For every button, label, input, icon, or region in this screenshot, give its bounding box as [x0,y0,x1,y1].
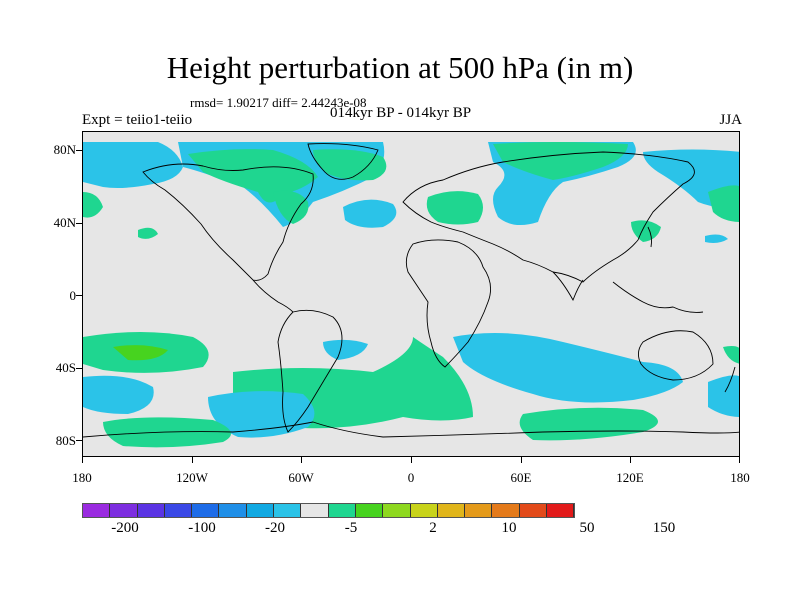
colorbar-swatch [246,504,275,517]
colorbar-swatch [164,504,193,517]
height-perturbation-map [83,142,739,448]
green-region-alaska [313,149,387,181]
season-label: JJA [719,112,742,128]
coastline-greenland [307,143,379,180]
lon-label-180w: 180 [72,470,92,485]
lat-label-80s: 80S [55,433,76,448]
colorbar-swatch [301,504,329,517]
colorbar-swatch [328,504,356,517]
colorbar-swatch [355,504,384,517]
coastline-eurasia [402,151,695,283]
coastline-new-zealand [724,366,736,393]
colorbar-swatch [465,504,493,517]
lon-label-120e: 120E [616,470,644,485]
colorbar-swatch [274,504,302,517]
colorbar [82,503,576,518]
coastline-se-asia [612,281,704,313]
lat-tick [76,150,82,151]
lon-tick [739,457,740,463]
lat-label-40n: 40N [53,215,76,230]
green-region-canada-east [273,190,309,224]
lat-label-0: 0 [69,288,77,303]
lon-tick [521,457,522,463]
coastline-australia [638,330,714,381]
lon-label-60w: 60W [288,470,314,485]
lon-tick [411,457,412,463]
chart-title: Height perturbation at 500 hPa (in m) [166,50,634,85]
green-region-west-edge [83,192,103,218]
lon-tick [82,457,83,463]
colorbar-label: 2 [429,520,437,536]
green-region-south-indian [519,407,658,441]
green-region-europe [426,191,483,225]
blue-region-south-atlantic [323,339,368,360]
lon-tick [630,457,631,463]
lat-tick [76,368,82,369]
coastline-south-america [277,309,343,433]
blue-region-south-pacific-west [83,375,154,414]
lon-label-180e: 180 [730,470,750,485]
blue-region-pacific-small [705,234,728,243]
lat-tick [76,295,82,296]
coastline-japan [647,226,653,248]
lon-label-120w: 120W [176,470,208,485]
stats-text: rmsd= 1.90217 diff= 2.44243e-08 [190,95,367,110]
blue-region-nw-pacific [83,142,183,188]
coastline-central-america [252,279,294,313]
colorbar-swatch [547,504,575,517]
colorbar-label: -200 [111,520,139,536]
lon-label-60e: 60E [510,470,532,485]
perturbation-fields [83,142,739,448]
colorbar-swatch [219,504,247,517]
colorbar-swatch [192,504,220,517]
colorbar-swatch [83,504,111,517]
green-region-east-edge [723,346,739,364]
lat-label-40s: 40S [55,360,76,375]
colorbar-swatch [383,504,411,517]
colorbar-swatch [519,504,548,517]
green-region-pacific-small [138,227,158,239]
green-region-south-pacific-core [113,345,168,361]
green-region-north-america [188,149,318,203]
colorbar-label: -100 [188,520,216,536]
colorbar-swatch [437,504,466,517]
colorbar-swatch [410,504,438,517]
lon-label-0: 0 [407,470,415,485]
colorbar-label: -5 [344,520,358,536]
experiment-label: Expt = teiio1-teiio [82,112,193,128]
green-region-japan [631,220,661,242]
green-region-siberia [493,142,628,180]
blue-region-south-east-edge [708,375,739,417]
map-panel [82,131,740,457]
coastline-antarctica [83,421,739,438]
colorbar-swatch [137,504,165,517]
colorbar-label: 50 [579,520,595,536]
blue-region-indian-ocean [453,333,683,403]
colorbar-label: 10 [501,520,517,536]
lon-tick [192,457,193,463]
colorbar-swatch [110,504,138,517]
lat-tick [76,440,82,441]
lon-tick [301,457,302,463]
blue-region-atlantic [343,199,397,228]
coastline-africa [405,239,492,368]
coastlines [83,143,739,438]
coastline-north-america [142,163,314,281]
period-label: 014kyr BP - 014kyr BP [330,105,472,121]
lat-label-80n: 80N [53,142,76,157]
green-region-pacific-east [708,185,739,222]
colorbar-label: 150 [652,520,676,536]
lat-tick [76,223,82,224]
colorbar-swatch [492,504,520,517]
coastline-india [552,271,584,302]
colorbar-label: -20 [265,520,285,536]
